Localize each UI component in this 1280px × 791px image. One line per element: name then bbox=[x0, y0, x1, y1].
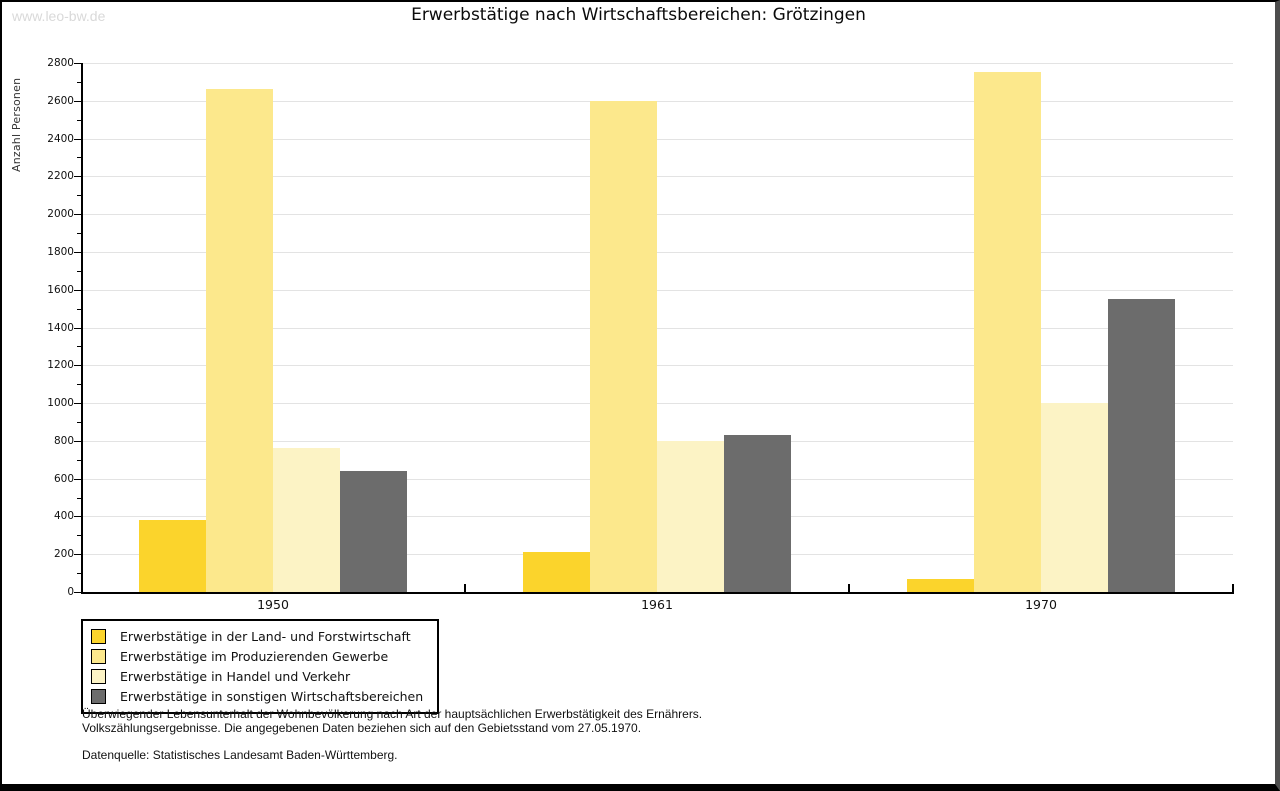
y-gridline bbox=[82, 327, 1233, 329]
y-gridline bbox=[82, 365, 1233, 367]
y-tick-label: 2400 bbox=[47, 132, 74, 145]
y-tick-minor bbox=[77, 535, 81, 537]
bar-1970-series3 bbox=[1041, 403, 1108, 592]
legend-label: Erwerbstätige in Handel und Verkehr bbox=[120, 668, 351, 684]
legend-row: Erwerbstätige im Produzierenden Gewerbe bbox=[91, 646, 423, 666]
legend-label: Erwerbstätige in der Land- und Forstwirt… bbox=[120, 628, 411, 644]
footnote-line-2: Volkszählungsergebnisse. Die angegebenen… bbox=[82, 720, 642, 735]
y-tick-minor bbox=[77, 346, 81, 348]
x-tick bbox=[848, 584, 850, 592]
legend-row: Erwerbstätige in Handel und Verkehr bbox=[91, 666, 423, 686]
bar-1950-series3 bbox=[273, 448, 340, 592]
legend-swatch-icon bbox=[91, 668, 106, 684]
legend-label: Erwerbstätige im Produzierenden Gewerbe bbox=[120, 648, 389, 664]
y-tick-major bbox=[74, 440, 81, 442]
y-gridline bbox=[82, 100, 1233, 102]
legend-swatch-icon bbox=[91, 648, 106, 664]
bar-1970-series2 bbox=[974, 72, 1041, 592]
y-tick-label: 1600 bbox=[47, 283, 74, 296]
y-tick-major bbox=[74, 516, 81, 518]
y-tick-major bbox=[74, 327, 81, 329]
y-tick-minor bbox=[77, 195, 81, 197]
y-tick-major bbox=[74, 478, 81, 480]
watermark: www.leo-bw.de bbox=[12, 8, 106, 24]
y-tick-major bbox=[74, 403, 81, 405]
y-tick-major bbox=[74, 138, 81, 140]
y-tick-label: 600 bbox=[53, 472, 74, 485]
x-axis-line bbox=[81, 592, 1234, 594]
y-tick-label: 1800 bbox=[47, 245, 74, 258]
bar-1961-series4 bbox=[724, 435, 791, 592]
y-gridline bbox=[82, 138, 1233, 140]
x-tick bbox=[1232, 584, 1234, 592]
bar-1961-series3 bbox=[657, 440, 724, 592]
footnote-source: Datenquelle: Statistisches Landesamt Bad… bbox=[82, 748, 398, 762]
y-tick-minor bbox=[77, 233, 81, 235]
y-tick-label: 200 bbox=[53, 548, 74, 561]
y-gridline bbox=[82, 214, 1233, 216]
y-tick-minor bbox=[77, 308, 81, 310]
y-tick-label: 1000 bbox=[47, 397, 74, 410]
y-tick-major bbox=[74, 63, 81, 64]
y-tick-major bbox=[74, 251, 81, 253]
x-tick bbox=[464, 584, 466, 592]
y-tick-major bbox=[74, 176, 81, 178]
y-tick-minor bbox=[77, 459, 81, 461]
y-tick-minor bbox=[77, 119, 81, 121]
y-tick-major bbox=[74, 592, 81, 593]
y-axis-line bbox=[81, 63, 83, 594]
bar-1950-series1 bbox=[139, 520, 206, 592]
y-tick-label: 2800 bbox=[47, 57, 74, 69]
legend-swatch-icon bbox=[91, 628, 106, 644]
y-tick-label: 0 bbox=[67, 586, 74, 598]
y-tick-minor bbox=[77, 497, 81, 499]
y-tick-minor bbox=[77, 81, 81, 83]
footnote-line-1: Überwiegender Lebensunterhalt der Wohnbe… bbox=[82, 707, 703, 721]
bar-1961-series2 bbox=[590, 100, 657, 592]
y-gridline bbox=[82, 251, 1233, 253]
y-tick-minor bbox=[77, 384, 81, 386]
y-tick-minor bbox=[77, 421, 81, 423]
bar-1950-series2 bbox=[206, 89, 273, 592]
y-tick-label: 1400 bbox=[47, 321, 74, 334]
y-tick-label: 2600 bbox=[47, 94, 74, 107]
x-category-label: 1950 bbox=[257, 597, 289, 612]
x-category-label: 1961 bbox=[641, 597, 673, 612]
y-gridline bbox=[82, 63, 1233, 64]
y-tick-label: 2200 bbox=[47, 170, 74, 183]
y-tick-minor bbox=[77, 157, 81, 159]
y-gridline bbox=[82, 176, 1233, 178]
legend-box: Erwerbstätige in der Land- und Forstwirt… bbox=[81, 619, 440, 714]
y-tick-minor bbox=[77, 270, 81, 272]
legend-row: Erwerbstätige in sonstigen Wirtschaftsbe… bbox=[91, 686, 423, 706]
y-tick-major bbox=[74, 289, 81, 291]
chart-title: Erwerbstätige nach Wirtschaftsbereichen:… bbox=[411, 5, 866, 25]
bar-1961-series1 bbox=[523, 552, 590, 592]
y-tick-label: 2000 bbox=[47, 208, 74, 221]
legend-row: Erwerbstätige in der Land- und Forstwirt… bbox=[91, 626, 423, 646]
bar-1970-series1 bbox=[907, 578, 974, 592]
legend-label: Erwerbstätige in sonstigen Wirtschaftsbe… bbox=[120, 688, 424, 704]
bar-1950-series4 bbox=[340, 471, 407, 592]
y-tick-label: 1200 bbox=[47, 359, 74, 372]
footnote-block: Überwiegender Lebensunterhalt der Wohnbe… bbox=[82, 707, 982, 763]
y-tick-major bbox=[74, 554, 81, 556]
y-tick-minor bbox=[77, 573, 81, 575]
x-category-label: 1970 bbox=[1025, 597, 1057, 612]
y-tick-major bbox=[74, 214, 81, 216]
y-tick-label: 400 bbox=[53, 510, 74, 523]
bar-1970-series4 bbox=[1108, 299, 1175, 592]
y-tick-major bbox=[74, 100, 81, 102]
y-tick-major bbox=[74, 365, 81, 367]
y-tick-label: 800 bbox=[53, 434, 74, 447]
legend-swatch-icon bbox=[91, 688, 106, 704]
y-gridline bbox=[82, 403, 1233, 405]
y-gridline bbox=[82, 289, 1233, 291]
